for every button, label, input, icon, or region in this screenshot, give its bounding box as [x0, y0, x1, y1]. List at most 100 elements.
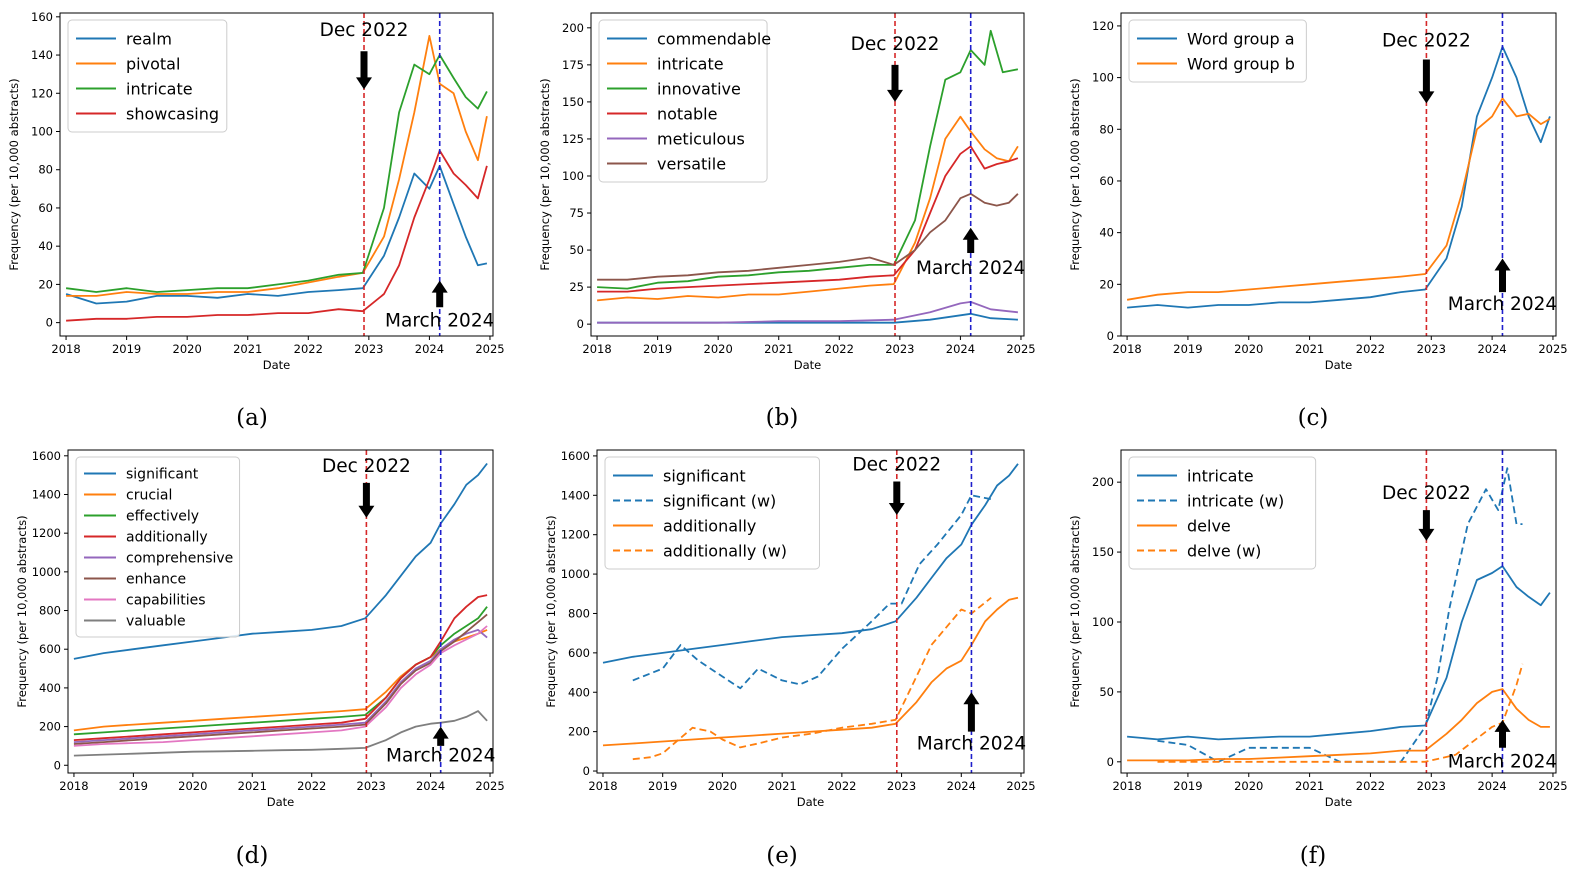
- annotation-arrow-1: [431, 280, 448, 308]
- series-line-intricate-w-: [1157, 467, 1523, 763]
- y-tick-label: 0: [577, 317, 584, 331]
- x-tick-label: 2018: [582, 342, 611, 356]
- annotation-text-1: March 2024: [1448, 751, 1557, 772]
- legend: significant crucial effectively additionall…: [75, 456, 241, 638]
- y-tick-label: 100: [31, 124, 53, 138]
- plot-frame: [1120, 449, 1557, 774]
- x-tick-label: 2019: [112, 342, 141, 356]
- x-tick-label: 2024: [1477, 342, 1506, 356]
- x-tick-label: 2019: [119, 779, 148, 793]
- legend-label: intricate (w): [1187, 491, 1284, 510]
- chart-panel-e: 2018 2019 2020 2021 2022 2023 2024 2025 0 200 400 6…: [544, 449, 1036, 869]
- y-tick-label: 140: [31, 48, 53, 62]
- x-tick-label: 2019: [648, 779, 677, 793]
- x-tick-label: 2020: [1234, 779, 1263, 793]
- y-tick-label: 1600: [561, 449, 590, 463]
- y-tick-label: 175: [562, 58, 584, 72]
- x-tick-label: 2023: [354, 342, 383, 356]
- y-tick-label: 200: [1092, 475, 1114, 489]
- legend-label: notable: [657, 104, 717, 123]
- x-tick-label: 2023: [357, 779, 386, 793]
- x-tick-label: 2023: [885, 342, 914, 356]
- y-tick-label: 1400: [561, 488, 590, 502]
- series-line-delve: [1127, 688, 1550, 762]
- y-tick-label: 100: [1092, 615, 1114, 629]
- legend-label: intricate: [126, 79, 193, 98]
- x-tick-label: 2019: [643, 342, 672, 356]
- x-tick-label: 2022: [827, 779, 856, 793]
- y-axis-label: Frequency (per 10,000 abstracts): [1068, 515, 1082, 707]
- y-tick-label: 600: [568, 646, 590, 660]
- x-tick-label: 2018: [51, 342, 80, 356]
- series-group: [1127, 467, 1551, 763]
- legend-label: pivotal: [126, 54, 180, 73]
- annotation-text-0: Dec 2022: [1382, 31, 1471, 52]
- x-tick-label: 2023: [887, 779, 916, 793]
- x-tick-label: 2025: [1006, 342, 1035, 356]
- annotation-arrow-1: [962, 227, 979, 253]
- annotation-arrow-0: [356, 51, 372, 90]
- x-tick-label: 2019: [1173, 779, 1202, 793]
- x-tick-label: 2020: [1234, 342, 1263, 356]
- x-tick-label: 2025: [1538, 779, 1567, 793]
- y-tick-label: 200: [562, 21, 584, 35]
- x-tick-label: 2020: [704, 342, 733, 356]
- y-tick-label: 400: [39, 681, 61, 695]
- plot-frame: [596, 449, 1025, 774]
- panel-label: (a): [236, 405, 268, 431]
- x-tick-label: 2019: [1173, 342, 1202, 356]
- annotation-text-0: Dec 2022: [320, 20, 409, 41]
- series-group: [597, 29, 1019, 324]
- chart-panel-b: 2018 2019 2020 2021 2022 2023 2024 2025 0 25 50 75 1…: [538, 12, 1036, 431]
- y-tick-label: 200: [568, 725, 590, 739]
- x-tick-label: 2021: [233, 342, 262, 356]
- y-tick-label: 150: [562, 95, 584, 109]
- legend-box: [1128, 456, 1317, 570]
- x-tick-label: 2024: [416, 779, 445, 793]
- annotation-text-1: March 2024: [386, 745, 495, 766]
- annotation-text-0: Dec 2022: [322, 456, 411, 477]
- series-line-notable: [597, 145, 1019, 293]
- x-axis-label: Date: [1325, 358, 1353, 372]
- x-tick-label: 2018: [59, 779, 88, 793]
- legend-label: innovative: [657, 79, 741, 98]
- series-line-comprehensive: [73, 629, 488, 743]
- x-axis-label: Date: [794, 358, 822, 372]
- legend: significant significant (w) additionally ad…: [604, 456, 820, 570]
- series-line-valuable: [73, 710, 488, 757]
- x-tick-label: 2025: [475, 779, 504, 793]
- series-line-word-group-b: [1126, 97, 1551, 301]
- y-tick-label: 100: [562, 169, 584, 183]
- series-line-additionally: [73, 594, 488, 741]
- x-tick-label: 2018: [1112, 342, 1141, 356]
- y-tick-label: 40: [38, 239, 53, 253]
- series-line-intricate: [597, 115, 1019, 302]
- panel-label: (d): [236, 843, 269, 869]
- annotation-arrow-1: [1494, 258, 1511, 293]
- series-group: [65, 35, 488, 322]
- annotation-text-1: March 2024: [1448, 294, 1557, 315]
- series-group: [73, 462, 488, 757]
- annotation-arrow-1: [963, 692, 980, 732]
- legend: Word group a Word group b: [1128, 19, 1307, 83]
- y-tick-label: 0: [1107, 329, 1114, 343]
- y-tick-label: 20: [1099, 277, 1114, 291]
- annotation-arrow-0: [887, 64, 903, 102]
- x-tick-label: 2018: [1112, 779, 1141, 793]
- series-line-effectively: [73, 606, 488, 736]
- legend-label: additionally (w): [663, 541, 787, 560]
- plot-frame: [1120, 12, 1557, 337]
- series-line-meticulous: [597, 301, 1018, 324]
- x-tick-label: 2025: [1538, 342, 1567, 356]
- series-group: [1126, 45, 1551, 309]
- plot-frame: [67, 449, 494, 774]
- plot-frame: [590, 12, 1025, 337]
- plot-frame: [59, 12, 494, 337]
- x-tick-label: 2024: [947, 779, 976, 793]
- series-line-enhance: [73, 613, 488, 745]
- legend-label: capabilities: [126, 593, 206, 609]
- legend-label: valuable: [126, 614, 186, 630]
- legend: intricate intricate (w) delve delve (w): [1128, 456, 1317, 570]
- annotation-text-1: March 2024: [917, 733, 1026, 754]
- legend-box: [598, 19, 768, 183]
